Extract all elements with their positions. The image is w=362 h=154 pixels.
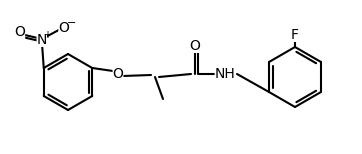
Text: N: N [37, 33, 47, 47]
Text: −: − [67, 18, 76, 28]
Text: NH: NH [215, 67, 235, 81]
Text: O: O [14, 25, 25, 39]
Text: F: F [291, 28, 299, 42]
Text: O: O [113, 67, 123, 81]
Text: +: + [43, 30, 51, 40]
Text: O: O [190, 39, 201, 53]
Text: O: O [58, 21, 69, 35]
